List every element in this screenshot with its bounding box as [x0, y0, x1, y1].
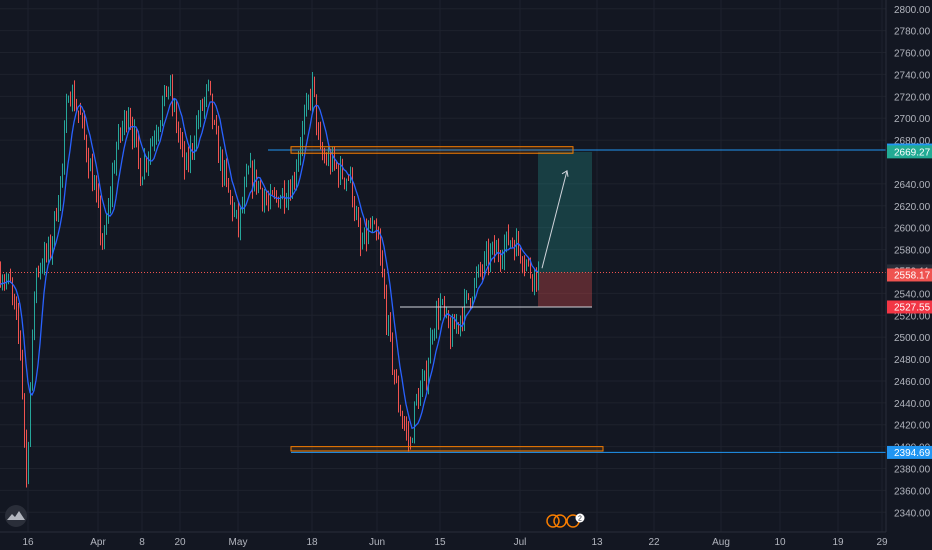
- current-price-tag: 2558.17: [887, 268, 932, 282]
- time-tick-label: 20: [174, 537, 186, 548]
- time-tick-label: May: [229, 537, 248, 548]
- time-tick-label: 15: [434, 537, 446, 548]
- candle-series: [0, 71, 539, 488]
- profit-zone: [538, 151, 592, 273]
- price-tick-label: 2500.00: [894, 333, 931, 344]
- time-tick-label: 13: [591, 537, 603, 548]
- time-tick-label: Apr: [90, 537, 106, 548]
- moving-average-series: [0, 97, 539, 430]
- price-tick-label: 2720.00: [894, 92, 931, 103]
- time-tick-label: Jun: [369, 537, 385, 548]
- time-tick-label: 29: [876, 537, 888, 548]
- tradingview-logo[interactable]: [5, 505, 27, 527]
- price-tick-label: 2700.00: [894, 114, 931, 125]
- target-price-tag-text: 2669.27: [894, 147, 931, 158]
- price-tick-label: 2640.00: [894, 180, 931, 191]
- price-tick-label: 2520.00: [894, 311, 931, 322]
- events-count-text: 2: [578, 516, 582, 523]
- price-tick-label: 2340.00: [894, 508, 931, 519]
- time-tick-label: Aug: [712, 537, 730, 548]
- price-tick-label: 2380.00: [894, 465, 931, 476]
- price-tick-label: 2460.00: [894, 377, 931, 388]
- annotation-layer: [0, 149, 886, 453]
- loss-zone: [538, 272, 592, 307]
- price-axis[interactable]: 2340.002360.002380.002400.002420.002440.…: [894, 5, 931, 520]
- time-tick-label: 8: [139, 537, 145, 548]
- support-price-tag-bg: [887, 445, 932, 459]
- time-tick-label: 19: [832, 537, 844, 548]
- support-price-tag-text: 2394.69: [894, 448, 931, 459]
- support-zone: [290, 446, 604, 452]
- target-price-tag: 2669.27: [887, 145, 932, 159]
- target-price-tag-bg: [887, 145, 932, 159]
- current-price-tag-text: 2558.17: [894, 270, 931, 281]
- price-tick-label: 2360.00: [894, 486, 931, 497]
- earnings-marker-icon[interactable]: [546, 514, 560, 528]
- event-markers[interactable]: 2: [546, 513, 585, 528]
- price-tick-label: 2740.00: [894, 70, 931, 81]
- stop-price-tag: 2527.55: [887, 300, 932, 314]
- time-tick-label: 10: [774, 537, 786, 548]
- time-axis[interactable]: 16 Apr 8 20 May 18 Jun 15 Jul 13 22 Aug 10 19 29: [22, 537, 888, 548]
- price-tick-label: 2540.00: [894, 289, 931, 300]
- support-price-tag: 2394.69: [887, 445, 932, 459]
- price-tick-label: 2420.00: [894, 421, 931, 432]
- projection-arrow-head-icon: [561, 169, 569, 177]
- time-tick-label: 16: [22, 537, 34, 548]
- time-tick-label: Jul: [514, 537, 527, 548]
- projection-arrow-line: [541, 170, 568, 269]
- time-tick-label: 22: [648, 537, 660, 548]
- price-tick-label: 2780.00: [894, 27, 931, 38]
- dividend-marker-icon[interactable]: [553, 514, 567, 528]
- events-count-badge[interactable]: [575, 513, 585, 523]
- price-tick-label: 2600.00: [894, 224, 931, 235]
- price-tick-label: 2440.00: [894, 399, 931, 410]
- price-labels: 2670.932669.272559.112558.172527.552394.…: [887, 143, 932, 459]
- price-tick-label: 2620.00: [894, 202, 931, 213]
- price-tick-label: 2800.00: [894, 5, 931, 16]
- stop-price-tag-text: 2527.55: [894, 302, 931, 313]
- time-tick-label: 18: [306, 537, 318, 548]
- price-tick-label: 2480.00: [894, 355, 931, 366]
- price-tick-label: 2760.00: [894, 49, 931, 60]
- moving-average-line: [0, 97, 539, 430]
- price-tick-label: 2680.00: [894, 136, 931, 147]
- drawing-layer: [290, 146, 604, 452]
- current-price-tag-bg: [887, 268, 932, 282]
- resistance-zone: [290, 146, 574, 154]
- stop-price-tag-bg: [887, 300, 932, 314]
- price-tick-label: 2580.00: [894, 246, 931, 257]
